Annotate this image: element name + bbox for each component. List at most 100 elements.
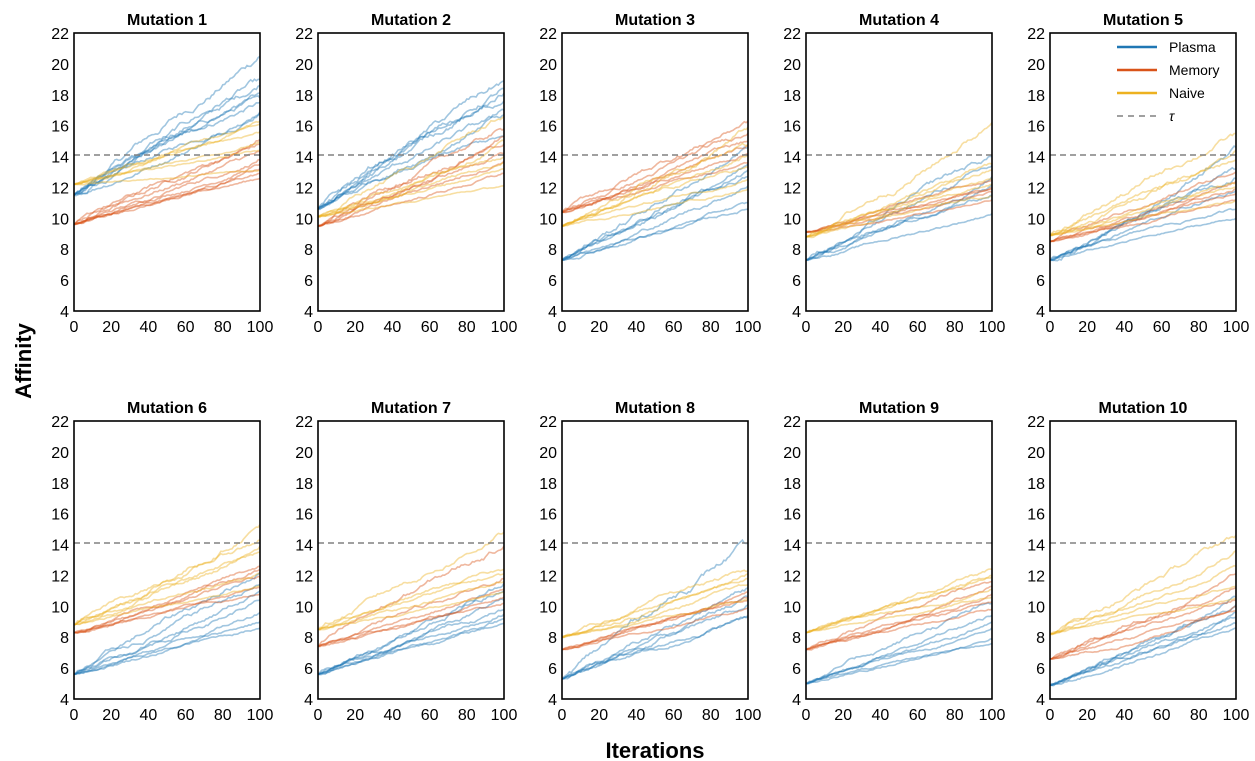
plasma-line bbox=[1050, 145, 1236, 262]
y-tick-label: 14 bbox=[295, 150, 313, 167]
x-tick-label: 60 bbox=[909, 319, 927, 336]
panel-mutation-2: Mutation 2 0 20 40 60 80 100 4 6 8 10 12 14 16 18 20 22 bbox=[295, 12, 517, 336]
memory-line bbox=[562, 599, 748, 651]
plasma-line bbox=[806, 176, 992, 262]
series-lines bbox=[318, 80, 504, 228]
x-tick-label: 0 bbox=[1046, 319, 1055, 336]
plasma-line bbox=[806, 614, 992, 685]
memory-line bbox=[1050, 171, 1236, 243]
plot-frame bbox=[561, 32, 749, 312]
plasma-line bbox=[318, 608, 504, 676]
memory-line bbox=[74, 158, 260, 226]
x-tick-label: 100 bbox=[735, 319, 762, 336]
y-tick-label: 8 bbox=[304, 242, 313, 259]
naive-line bbox=[74, 539, 260, 626]
memory-line bbox=[806, 580, 992, 651]
series-lines bbox=[318, 531, 504, 676]
x-tick-label: 0 bbox=[802, 319, 811, 336]
naive-line bbox=[806, 195, 992, 238]
y-tick-label: 22 bbox=[51, 414, 69, 431]
y-tick-label: 22 bbox=[539, 414, 557, 431]
x-axis-label: Iterations bbox=[605, 738, 704, 761]
panels: Mutation 10 20 40 60 80 10046810121416182022M… bbox=[51, 12, 1249, 724]
x-tick-label: 60 bbox=[909, 707, 927, 724]
memory-line bbox=[806, 190, 992, 233]
y-tick-label: 8 bbox=[1036, 630, 1045, 647]
y-axis-label: Affinity bbox=[11, 322, 36, 399]
memory-line bbox=[318, 602, 504, 648]
x-tick-label: 0 bbox=[1046, 707, 1055, 724]
memory-line bbox=[562, 132, 748, 213]
legend: Plasma Memory Naive τ bbox=[1117, 39, 1220, 124]
x-tick-label: 40 bbox=[1116, 707, 1134, 724]
naive-line bbox=[806, 162, 992, 238]
naive-line bbox=[74, 169, 260, 186]
plot-frame bbox=[561, 420, 749, 700]
y-tick-label: 14 bbox=[295, 538, 313, 555]
x-tick-label: 40 bbox=[140, 707, 158, 724]
memory-line bbox=[562, 607, 748, 651]
memory-line bbox=[74, 163, 260, 226]
plasma-line bbox=[74, 611, 260, 676]
memory-line bbox=[318, 588, 504, 648]
y-tick-label: 8 bbox=[1036, 242, 1045, 259]
x-tick-label: 60 bbox=[421, 707, 439, 724]
x-tick-label: 20 bbox=[102, 319, 120, 336]
plasma-line bbox=[1050, 189, 1236, 262]
plasma-line bbox=[1050, 604, 1236, 686]
plasma-line bbox=[1050, 166, 1236, 261]
naive-line bbox=[74, 551, 260, 626]
plasma-line bbox=[74, 111, 260, 197]
x-tick-label: 40 bbox=[1116, 319, 1134, 336]
y-tick-label: 16 bbox=[51, 507, 69, 524]
y-tick-label: 10 bbox=[295, 599, 313, 616]
plasma-line bbox=[318, 590, 504, 676]
memory-line bbox=[318, 160, 504, 227]
plot-frame bbox=[73, 32, 261, 312]
naive-line bbox=[318, 185, 504, 218]
y-tick-label: 6 bbox=[548, 273, 557, 290]
panel-title: Mutation 3 bbox=[615, 12, 695, 29]
y-tick-label: 14 bbox=[51, 538, 69, 555]
plasma-line bbox=[562, 595, 748, 680]
naive-line bbox=[74, 123, 260, 186]
plasma-line bbox=[562, 615, 748, 680]
y-tick-label: 20 bbox=[783, 57, 801, 74]
plasma-line bbox=[74, 599, 260, 676]
y-tick-label: 18 bbox=[295, 476, 313, 493]
plot-frame bbox=[1049, 420, 1237, 700]
y-tick-label: 6 bbox=[548, 661, 557, 678]
plasma-line bbox=[562, 604, 748, 680]
x-tick-label: 60 bbox=[665, 319, 683, 336]
panel-mutation-6: Mutation 6 0 20 40 60 80 100 4 6 8 10 12 14 16 18 20 22 bbox=[51, 400, 273, 724]
y-tick-label: 20 bbox=[783, 445, 801, 462]
panel-title: Mutation 6 bbox=[127, 400, 207, 417]
plasma-line bbox=[1050, 217, 1236, 261]
naive-line bbox=[806, 596, 992, 634]
y-tick-label: 10 bbox=[539, 599, 557, 616]
x-tick-label: 20 bbox=[102, 707, 120, 724]
plasma-line bbox=[806, 155, 992, 261]
plasma-line bbox=[318, 617, 504, 676]
plasma-line bbox=[1050, 616, 1236, 687]
x-tick-label: 20 bbox=[1078, 319, 1096, 336]
y-tick-label: 4 bbox=[1036, 692, 1045, 709]
x-tick-label: 0 bbox=[558, 707, 567, 724]
plasma-line bbox=[1050, 622, 1236, 686]
x-tick-label: 80 bbox=[458, 319, 476, 336]
x-tick-label: 100 bbox=[247, 707, 274, 724]
plasma-line bbox=[318, 135, 504, 210]
memory-line bbox=[1050, 573, 1236, 660]
plasma-line bbox=[806, 621, 992, 685]
panel-mutation-5: Mutation 5 0 20 40 60 80 100 4 6 8 10 12 14 16 18 20 22 bbox=[1027, 12, 1249, 336]
x-tick-label: 100 bbox=[1223, 707, 1250, 724]
memory-line bbox=[1050, 192, 1236, 243]
y-tick-label: 10 bbox=[51, 599, 69, 616]
y-tick-label: 18 bbox=[783, 476, 801, 493]
plasma-line bbox=[806, 165, 992, 261]
panel-mutation-9: Mutation 9 0 20 40 60 80 100 4 6 8 10 12 14 16 18 20 22 bbox=[783, 400, 1005, 724]
x-tick-label: 80 bbox=[946, 707, 964, 724]
plasma-line bbox=[318, 114, 504, 211]
naive-line bbox=[318, 573, 504, 631]
